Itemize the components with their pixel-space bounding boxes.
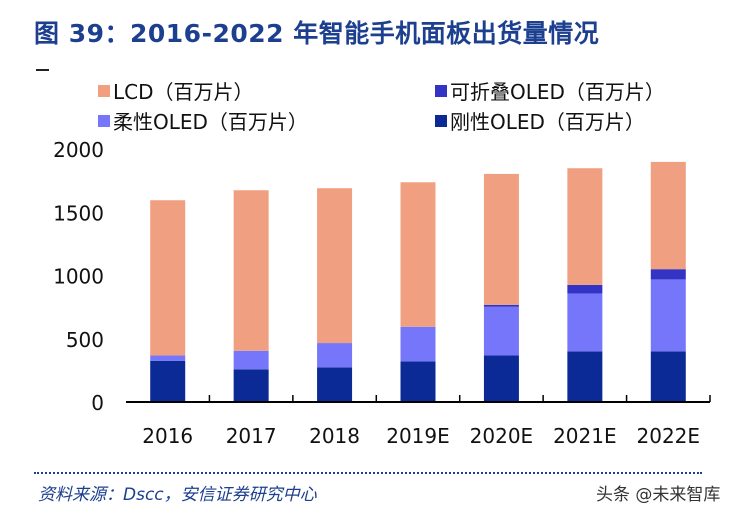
x-tick-label: 2020E [470, 424, 534, 448]
y-tick-label: 500 [66, 328, 104, 352]
legend-item-foldable-oled: 可折叠OLED（百万片） [435, 76, 665, 105]
page-title: 图 39：2016-2022 年智能手机面板出货量情况 [34, 19, 600, 48]
bar-segment-flexible-oled [233, 350, 269, 370]
legend-swatch [98, 84, 110, 97]
x-tick-label: 2018 [309, 424, 360, 448]
bar-segment-lcd [317, 188, 353, 344]
bar-segment-flexible-oled [400, 326, 436, 362]
y-tick-label: 2000 [53, 138, 104, 162]
bar-segment-foldable-oled [483, 304, 519, 307]
divider [36, 69, 49, 71]
bar-segment-rigid-oled [483, 355, 519, 402]
bar-segment-flexible-oled [567, 293, 603, 352]
legend-swatch [435, 84, 447, 97]
legend-label: 可折叠OLED（百万片） [450, 80, 665, 104]
bar-segment-lcd [567, 168, 603, 285]
bar-segment-lcd [400, 182, 436, 327]
footer-divider [34, 472, 702, 474]
x-tick-label: 2021E [553, 424, 617, 448]
y-tick-label: 1000 [53, 265, 104, 289]
legend-swatch [435, 114, 447, 127]
bar-segment-rigid-oled [400, 361, 436, 402]
bar-segment-rigid-oled [567, 351, 603, 402]
bar-segment-foldable-oled [650, 269, 686, 280]
legend-label: 刚性OLED（百万片） [450, 110, 645, 134]
legend-label: 柔性OLED（百万片） [113, 110, 308, 134]
bar-segment-flexible-oled [317, 343, 353, 368]
y-tick-label: 0 [91, 391, 104, 415]
x-tick-label: 2022E [637, 424, 701, 448]
bar-segment-flexible-oled [483, 306, 519, 356]
source-note: 资料来源：Dscc，安信证券研究中心 [38, 485, 317, 505]
bar-segment-flexible-oled [150, 355, 186, 361]
bar-segment-lcd [150, 200, 186, 356]
y-tick-label: 1500 [53, 201, 104, 225]
x-tick-label: 2019E [386, 424, 450, 448]
bar-segment-lcd [233, 190, 269, 351]
bar-segment-lcd [650, 161, 686, 270]
watermark: 头条 @未来智库 [596, 485, 721, 505]
legend-swatch [98, 114, 110, 127]
x-tick-label: 2017 [226, 424, 277, 448]
bar-segment-rigid-oled [317, 367, 353, 402]
bar-segment-rigid-oled [650, 351, 686, 402]
legend-label: LCD（百万片） [113, 80, 254, 104]
bar-segment-rigid-oled [233, 369, 269, 402]
x-tick-label: 2016 [142, 424, 193, 448]
legend-item-lcd: LCD（百万片） [98, 76, 254, 105]
legend-item-rigid-oled: 刚性OLED（百万片） [435, 106, 645, 135]
bar-segment-foldable-oled [567, 284, 603, 294]
legend-item-flexible-oled: 柔性OLED（百万片） [98, 106, 308, 135]
bar-segment-flexible-oled [650, 279, 686, 352]
bar-segment-lcd [483, 173, 519, 305]
bar-segment-rigid-oled [150, 360, 186, 402]
